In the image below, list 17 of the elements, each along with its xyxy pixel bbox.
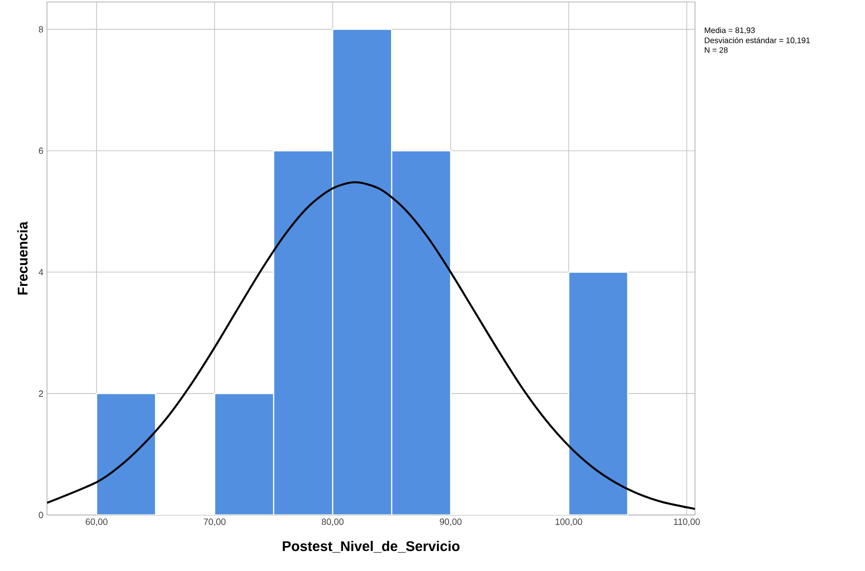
line-series (47, 181, 696, 510)
x-tick-label: 70,00 (204, 518, 226, 526)
x-tick-label: 80,00 (322, 518, 344, 526)
x-tick-label: 60,00 (86, 518, 108, 526)
x-tick-label: 110,00 (674, 518, 700, 526)
text: N = 28 (704, 47, 728, 53)
x-tick-label: 90,00 (440, 518, 462, 526)
y-tick-label: 2 (38, 390, 44, 397)
y-tick-label: 4 (38, 269, 44, 276)
y-axis-title: Frecuencia (17, 221, 28, 295)
y-tick-label: 6 (38, 148, 44, 154)
y-tick-label: 0 (38, 512, 44, 518)
x-axis-title: Postest_Nivel_de_Servicio (282, 540, 460, 553)
y-tick-label: 8 (38, 26, 44, 33)
text: Desviación estándar = 10,191 (704, 37, 810, 44)
text: Media = 81,93 (704, 27, 755, 34)
x-tick-label: 100,00 (556, 518, 582, 526)
